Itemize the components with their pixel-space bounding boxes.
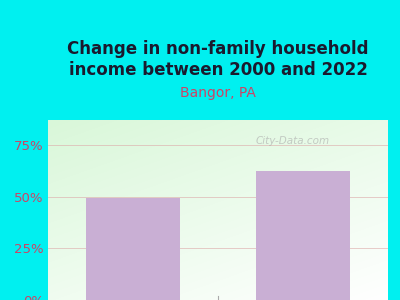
Text: Bangor, PA: Bangor, PA <box>180 86 256 100</box>
Bar <box>86 198 180 300</box>
Text: City-Data.com: City-Data.com <box>256 136 330 146</box>
Text: Change in non-family household
income between 2000 and 2022: Change in non-family household income be… <box>67 40 369 79</box>
Bar <box>256 171 350 300</box>
